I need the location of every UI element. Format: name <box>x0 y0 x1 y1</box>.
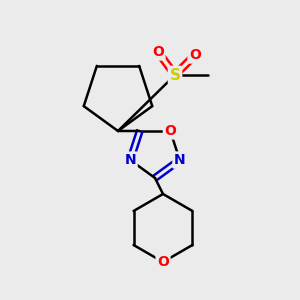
Text: O: O <box>152 45 164 59</box>
Text: S: S <box>169 68 181 82</box>
Text: N: N <box>174 153 185 167</box>
Text: O: O <box>157 255 169 269</box>
Text: O: O <box>164 124 176 138</box>
Text: N: N <box>124 153 136 167</box>
Text: O: O <box>189 48 201 62</box>
